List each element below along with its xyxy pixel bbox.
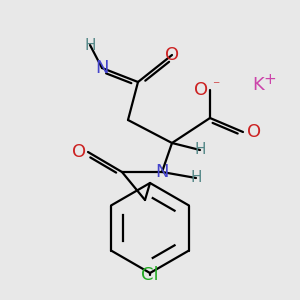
Text: N: N (95, 59, 109, 77)
Text: H: H (190, 170, 202, 185)
Text: O: O (247, 123, 261, 141)
Text: K: K (252, 76, 264, 94)
Text: O: O (72, 143, 86, 161)
Text: O: O (194, 81, 208, 99)
Text: H: H (84, 38, 96, 52)
Text: +: + (264, 71, 276, 86)
Text: N: N (155, 163, 169, 181)
Text: ⁻: ⁻ (212, 79, 219, 93)
Text: H: H (194, 142, 206, 158)
Text: O: O (165, 46, 179, 64)
Text: Cl: Cl (141, 266, 159, 284)
